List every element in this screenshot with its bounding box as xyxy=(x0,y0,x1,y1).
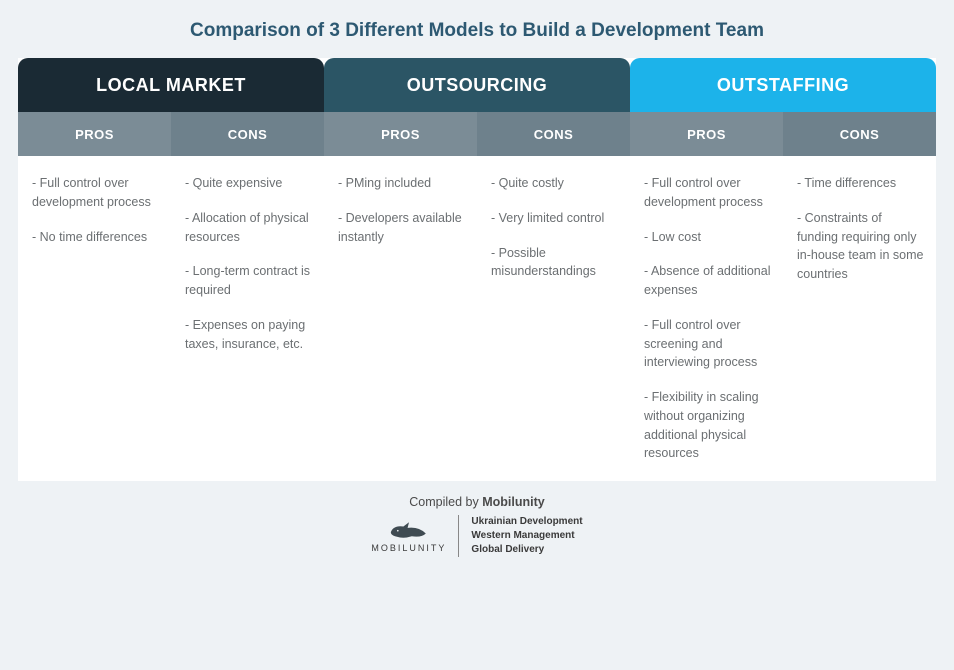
list-item: - Full control over development process xyxy=(32,174,159,212)
cons-header: CONS xyxy=(783,112,936,156)
subheader-row: PROSCONS xyxy=(324,112,630,156)
pros-header: PROS xyxy=(324,112,477,156)
list-item: - Expenses on paying taxes, insurance, e… xyxy=(185,316,312,354)
pros-cell: - Full control over development process -… xyxy=(630,156,783,481)
logo-name: MOBILUNITY xyxy=(371,543,446,553)
model-column: OUTSTAFFINGPROSCONS - Full control over d… xyxy=(630,58,936,481)
subheader-row: PROSCONS xyxy=(630,112,936,156)
list-item: - Absence of additional expenses xyxy=(644,262,771,300)
model-header: LOCAL MARKET xyxy=(18,58,324,112)
content-row: - Full control over development process-… xyxy=(630,156,936,481)
list-item: - Very limited control xyxy=(491,209,618,228)
list-item: - Quite costly xyxy=(491,174,618,193)
infographic-container: Comparison of 3 Different Models to Buil… xyxy=(0,0,954,567)
compiled-name: Mobilunity xyxy=(482,495,545,509)
list-item: - Possible misunderstandings xyxy=(491,244,618,282)
content-row: - Full control over development process-… xyxy=(18,156,324,481)
list-item: - Full control over development process xyxy=(644,174,771,212)
cons-cell: - Quite costly - Very limited control - Po… xyxy=(477,156,630,481)
model-header: OUTSTAFFING xyxy=(630,58,936,112)
list-item: - Time differences xyxy=(797,174,924,193)
list-item: - Low cost xyxy=(644,228,771,247)
compiled-prefix: Compiled by xyxy=(409,495,482,509)
model-column: OUTSOURCINGPROSCONS - PMing included - Dev… xyxy=(324,58,630,481)
list-item: - Full control over screening and interv… xyxy=(644,316,771,372)
content-row: - PMing included - Developers available i… xyxy=(324,156,630,481)
page-title: Comparison of 3 Different Models to Buil… xyxy=(18,20,936,42)
pros-cell: - PMing included - Developers available i… xyxy=(324,156,477,481)
brand-block: MOBILUNITY Ukrainian Development Western… xyxy=(371,515,582,557)
pros-cell: - Full control over development process -… xyxy=(18,156,171,481)
comparison-table: LOCAL MARKETPROSCONS- Full control over … xyxy=(18,58,936,481)
list-item: - No time differences xyxy=(32,228,159,247)
list-item: - Flexibility in scaling without organiz… xyxy=(644,388,771,463)
list-item: - PMing included xyxy=(338,174,465,193)
tagline: Ukrainian Development Western Management… xyxy=(458,515,582,557)
list-item: - Allocation of physical resources xyxy=(185,209,312,247)
cons-header: CONS xyxy=(171,112,324,156)
tagline-line-1: Ukrainian Development xyxy=(471,515,582,529)
tagline-line-3: Global Delivery xyxy=(471,543,582,557)
whale-icon xyxy=(388,519,430,541)
cons-cell: - Quite expensive - Allocation of physica… xyxy=(171,156,324,481)
pros-header: PROS xyxy=(18,112,171,156)
subheader-row: PROSCONS xyxy=(18,112,324,156)
logo-block: MOBILUNITY xyxy=(371,519,446,553)
cons-cell: - Time differences - Constraints of fundi… xyxy=(783,156,936,481)
compiled-by: Compiled by Mobilunity xyxy=(18,495,936,509)
list-item: - Quite expensive xyxy=(185,174,312,193)
model-column: LOCAL MARKETPROSCONS - Full control over … xyxy=(18,58,324,481)
pros-header: PROS xyxy=(630,112,783,156)
model-header: OUTSOURCING xyxy=(324,58,630,112)
footer: Compiled by Mobilunity MOBILUNITY Ukrain… xyxy=(18,495,936,557)
tagline-line-2: Western Management xyxy=(471,529,582,543)
cons-header: CONS xyxy=(477,112,630,156)
list-item: - Developers available instantly xyxy=(338,209,465,247)
list-item: - Long-term contract is required xyxy=(185,262,312,300)
list-item: - Constraints of funding requiring only … xyxy=(797,209,924,284)
